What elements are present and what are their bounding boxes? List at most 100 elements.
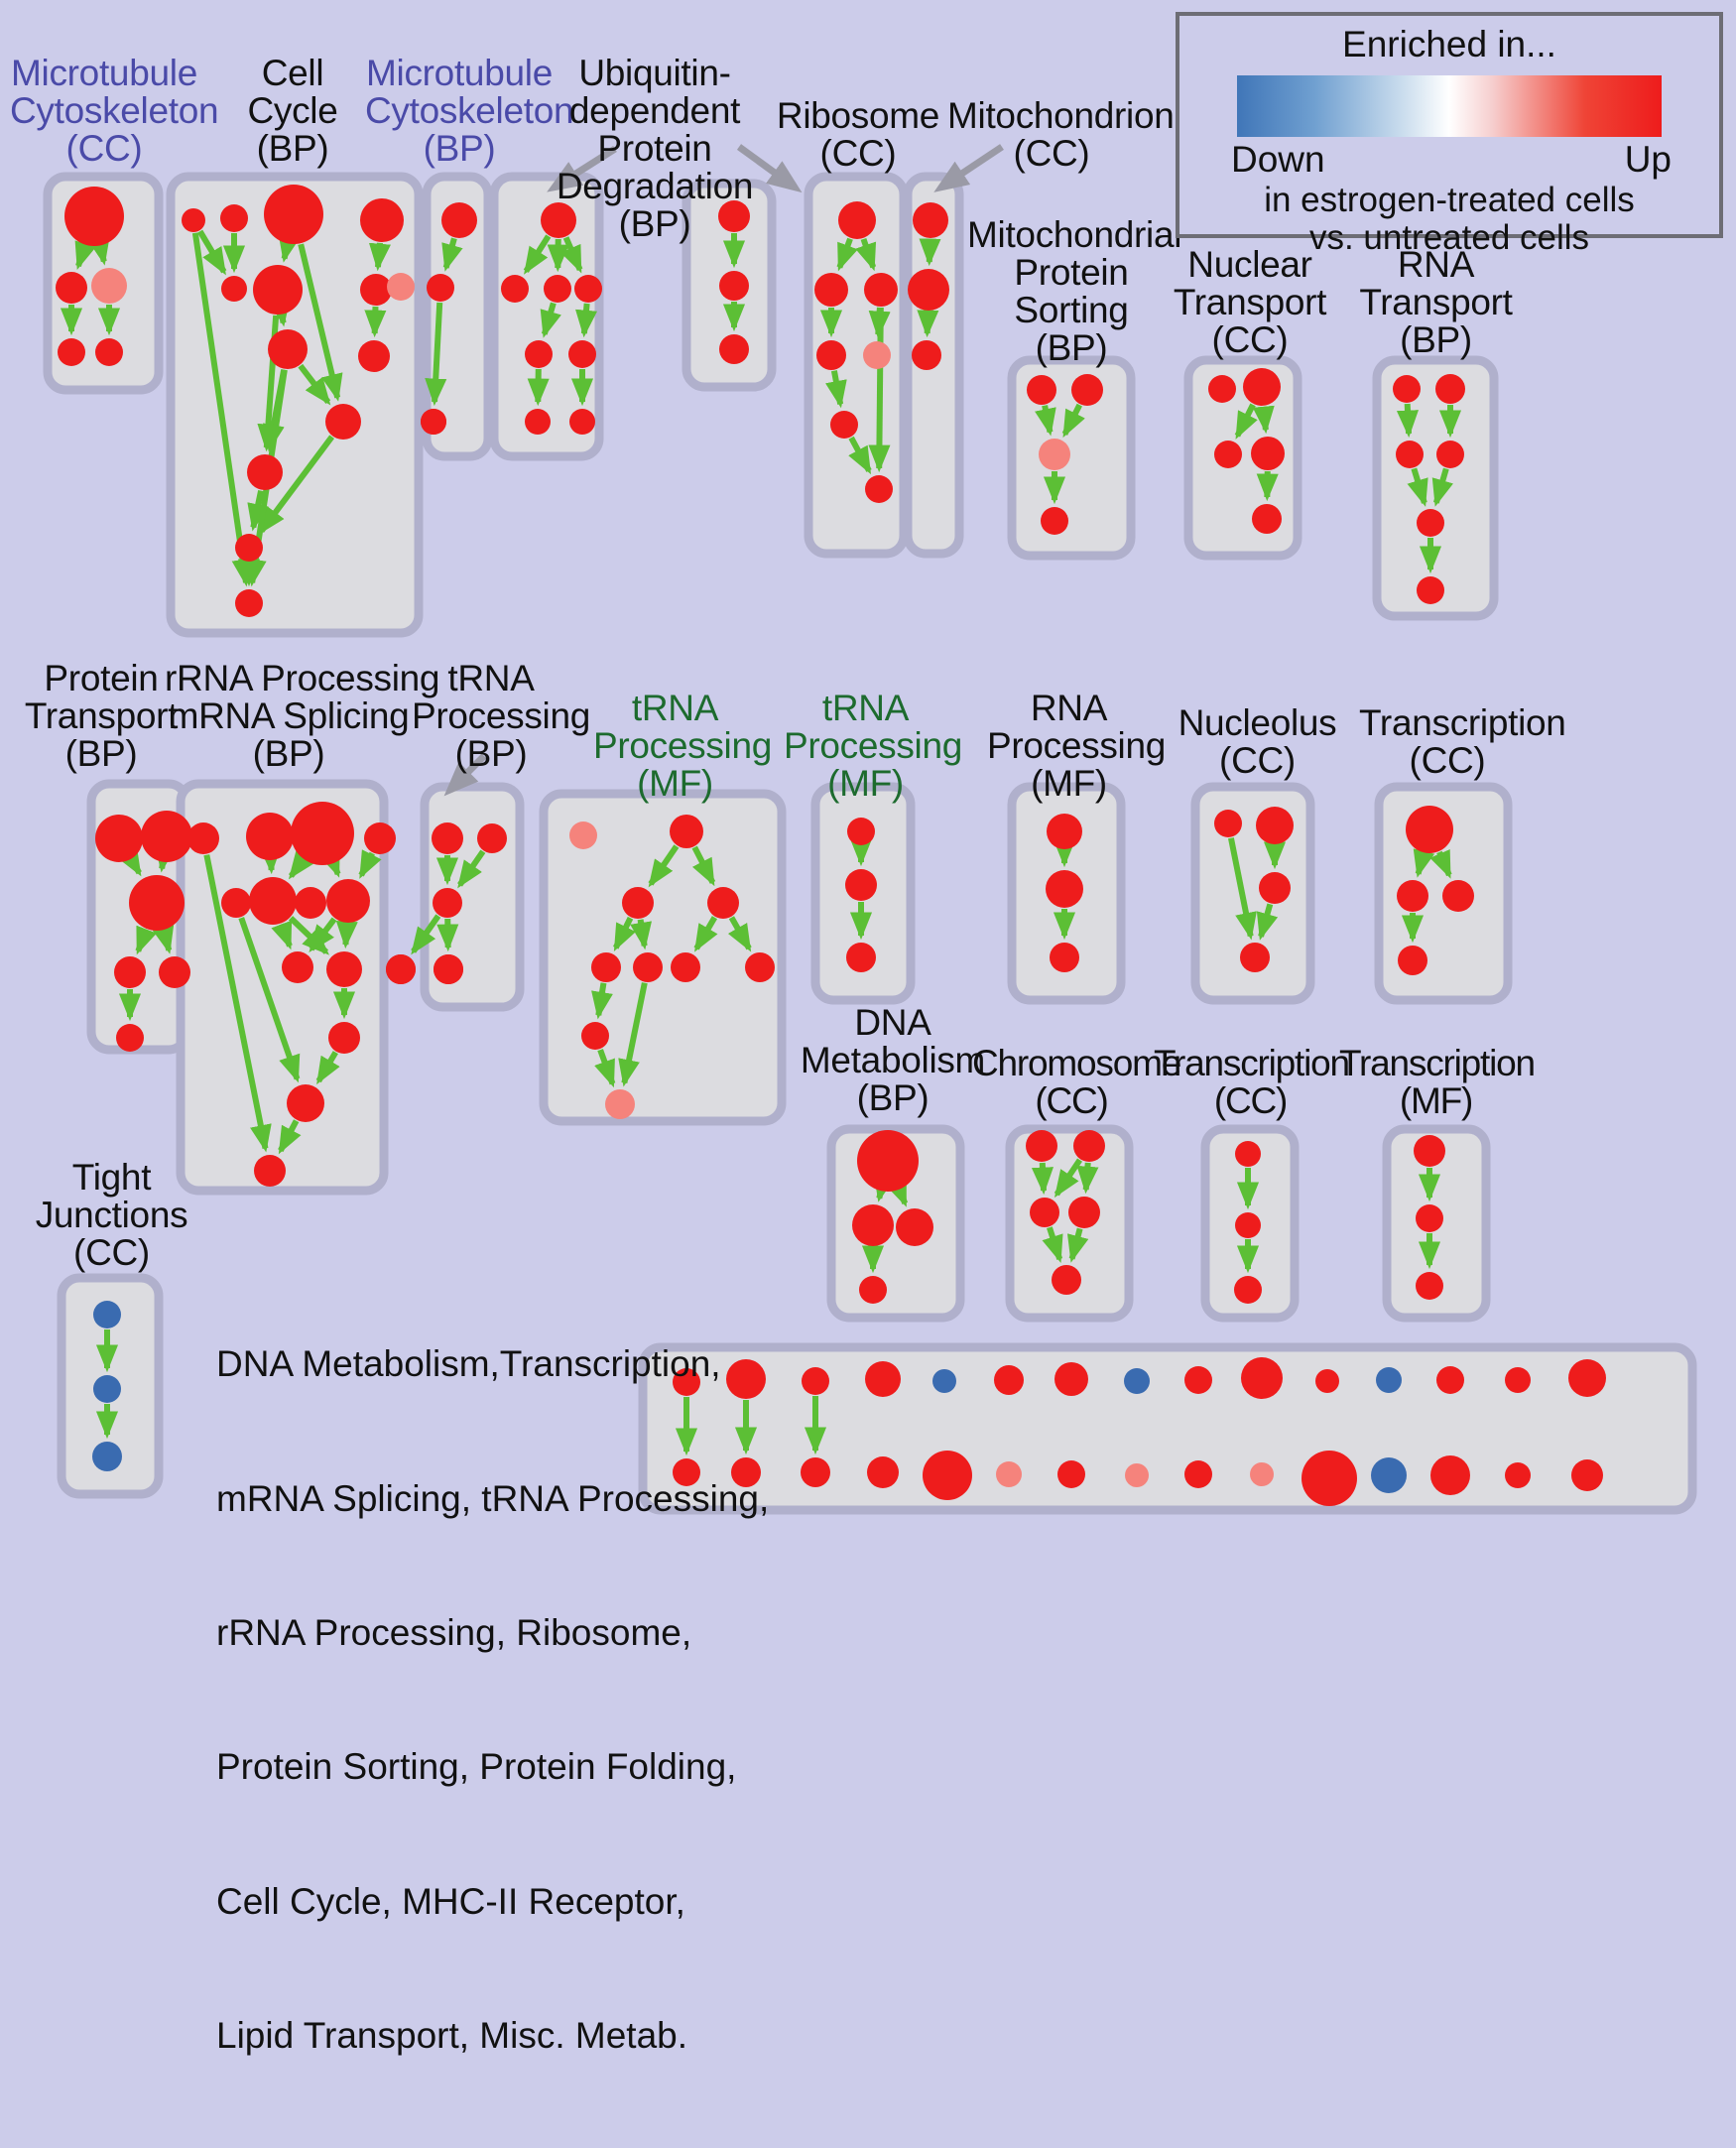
node[interactable] bbox=[1068, 1197, 1100, 1228]
node[interactable] bbox=[802, 1367, 829, 1395]
node[interactable] bbox=[865, 1361, 901, 1397]
node[interactable] bbox=[221, 276, 247, 302]
node[interactable] bbox=[1046, 870, 1083, 908]
node[interactable] bbox=[220, 204, 248, 232]
node[interactable] bbox=[1568, 1359, 1606, 1397]
node[interactable] bbox=[235, 534, 263, 562]
node[interactable] bbox=[908, 269, 949, 311]
node[interactable] bbox=[1039, 439, 1070, 470]
node[interactable] bbox=[1234, 1276, 1262, 1304]
node[interactable] bbox=[64, 187, 124, 246]
node[interactable] bbox=[287, 1084, 324, 1122]
node[interactable] bbox=[1054, 1362, 1088, 1396]
node[interactable] bbox=[719, 271, 749, 301]
node[interactable] bbox=[1241, 1357, 1283, 1399]
node[interactable] bbox=[847, 818, 875, 845]
node[interactable] bbox=[864, 273, 898, 307]
node[interactable] bbox=[923, 1451, 972, 1500]
node[interactable] bbox=[264, 185, 323, 244]
node[interactable] bbox=[852, 1204, 894, 1246]
node[interactable] bbox=[182, 208, 205, 232]
node[interactable] bbox=[282, 951, 313, 983]
node[interactable] bbox=[268, 329, 308, 369]
node[interactable] bbox=[1184, 1366, 1212, 1394]
node[interactable] bbox=[859, 1276, 887, 1304]
node[interactable] bbox=[574, 275, 602, 303]
node[interactable] bbox=[569, 409, 595, 435]
node[interactable] bbox=[434, 954, 463, 984]
node[interactable] bbox=[360, 198, 404, 242]
node[interactable] bbox=[116, 1024, 144, 1052]
node[interactable] bbox=[591, 952, 621, 982]
node[interactable] bbox=[247, 454, 283, 490]
node[interactable] bbox=[569, 821, 597, 849]
node[interactable] bbox=[432, 822, 463, 854]
node[interactable] bbox=[1435, 374, 1465, 404]
node[interactable] bbox=[1251, 437, 1285, 470]
node[interactable] bbox=[1026, 1130, 1057, 1162]
node[interactable] bbox=[1302, 1451, 1357, 1506]
node[interactable] bbox=[1436, 1366, 1464, 1394]
node[interactable] bbox=[295, 887, 326, 919]
node[interactable] bbox=[56, 272, 87, 304]
node[interactable] bbox=[1252, 504, 1282, 534]
node[interactable] bbox=[867, 1456, 899, 1488]
node[interactable] bbox=[838, 201, 876, 239]
node[interactable] bbox=[1398, 946, 1427, 975]
node[interactable] bbox=[129, 875, 185, 931]
node[interactable] bbox=[1416, 1204, 1443, 1232]
node[interactable] bbox=[246, 813, 294, 860]
node[interactable] bbox=[846, 943, 876, 972]
node[interactable] bbox=[1376, 1367, 1402, 1393]
node[interactable] bbox=[1436, 441, 1464, 468]
node[interactable] bbox=[95, 815, 143, 862]
node[interactable] bbox=[141, 811, 192, 862]
node[interactable] bbox=[996, 1461, 1022, 1487]
node[interactable] bbox=[187, 822, 219, 854]
node[interactable] bbox=[364, 822, 396, 854]
node[interactable] bbox=[92, 1442, 122, 1471]
node[interactable] bbox=[1259, 872, 1291, 904]
node[interactable] bbox=[719, 334, 749, 364]
node[interactable] bbox=[249, 877, 297, 925]
node[interactable] bbox=[58, 338, 85, 366]
node[interactable] bbox=[816, 340, 846, 370]
node[interactable] bbox=[328, 1022, 360, 1054]
node[interactable] bbox=[159, 956, 190, 988]
node[interactable] bbox=[360, 274, 392, 306]
node[interactable] bbox=[1240, 943, 1270, 972]
node[interactable] bbox=[1417, 509, 1444, 537]
node[interactable] bbox=[671, 952, 700, 982]
node[interactable] bbox=[1208, 375, 1236, 403]
node[interactable] bbox=[477, 823, 507, 853]
node[interactable] bbox=[994, 1365, 1024, 1395]
node[interactable] bbox=[1214, 441, 1242, 468]
node[interactable] bbox=[1315, 1369, 1339, 1393]
node[interactable] bbox=[912, 340, 941, 370]
node[interactable] bbox=[568, 340, 596, 368]
node[interactable] bbox=[1393, 375, 1421, 403]
node[interactable] bbox=[830, 411, 858, 439]
node[interactable] bbox=[1256, 807, 1294, 844]
node[interactable] bbox=[865, 475, 893, 503]
node[interactable] bbox=[605, 1089, 635, 1119]
node[interactable] bbox=[326, 879, 370, 923]
node[interactable] bbox=[291, 802, 354, 865]
node[interactable] bbox=[1442, 880, 1474, 912]
node[interactable] bbox=[387, 273, 415, 301]
node[interactable] bbox=[863, 341, 891, 369]
node[interactable] bbox=[221, 888, 251, 918]
node[interactable] bbox=[421, 409, 446, 435]
node[interactable] bbox=[745, 952, 775, 982]
node[interactable] bbox=[1414, 1135, 1445, 1167]
node[interactable] bbox=[235, 589, 263, 617]
node[interactable] bbox=[525, 409, 551, 435]
node[interactable] bbox=[358, 340, 390, 372]
node[interactable] bbox=[93, 1375, 121, 1403]
node[interactable] bbox=[1124, 1368, 1150, 1394]
node[interactable] bbox=[1071, 374, 1103, 406]
node[interactable] bbox=[91, 268, 127, 304]
node[interactable] bbox=[325, 404, 361, 440]
node[interactable] bbox=[1041, 507, 1068, 535]
node[interactable] bbox=[1430, 1455, 1470, 1495]
